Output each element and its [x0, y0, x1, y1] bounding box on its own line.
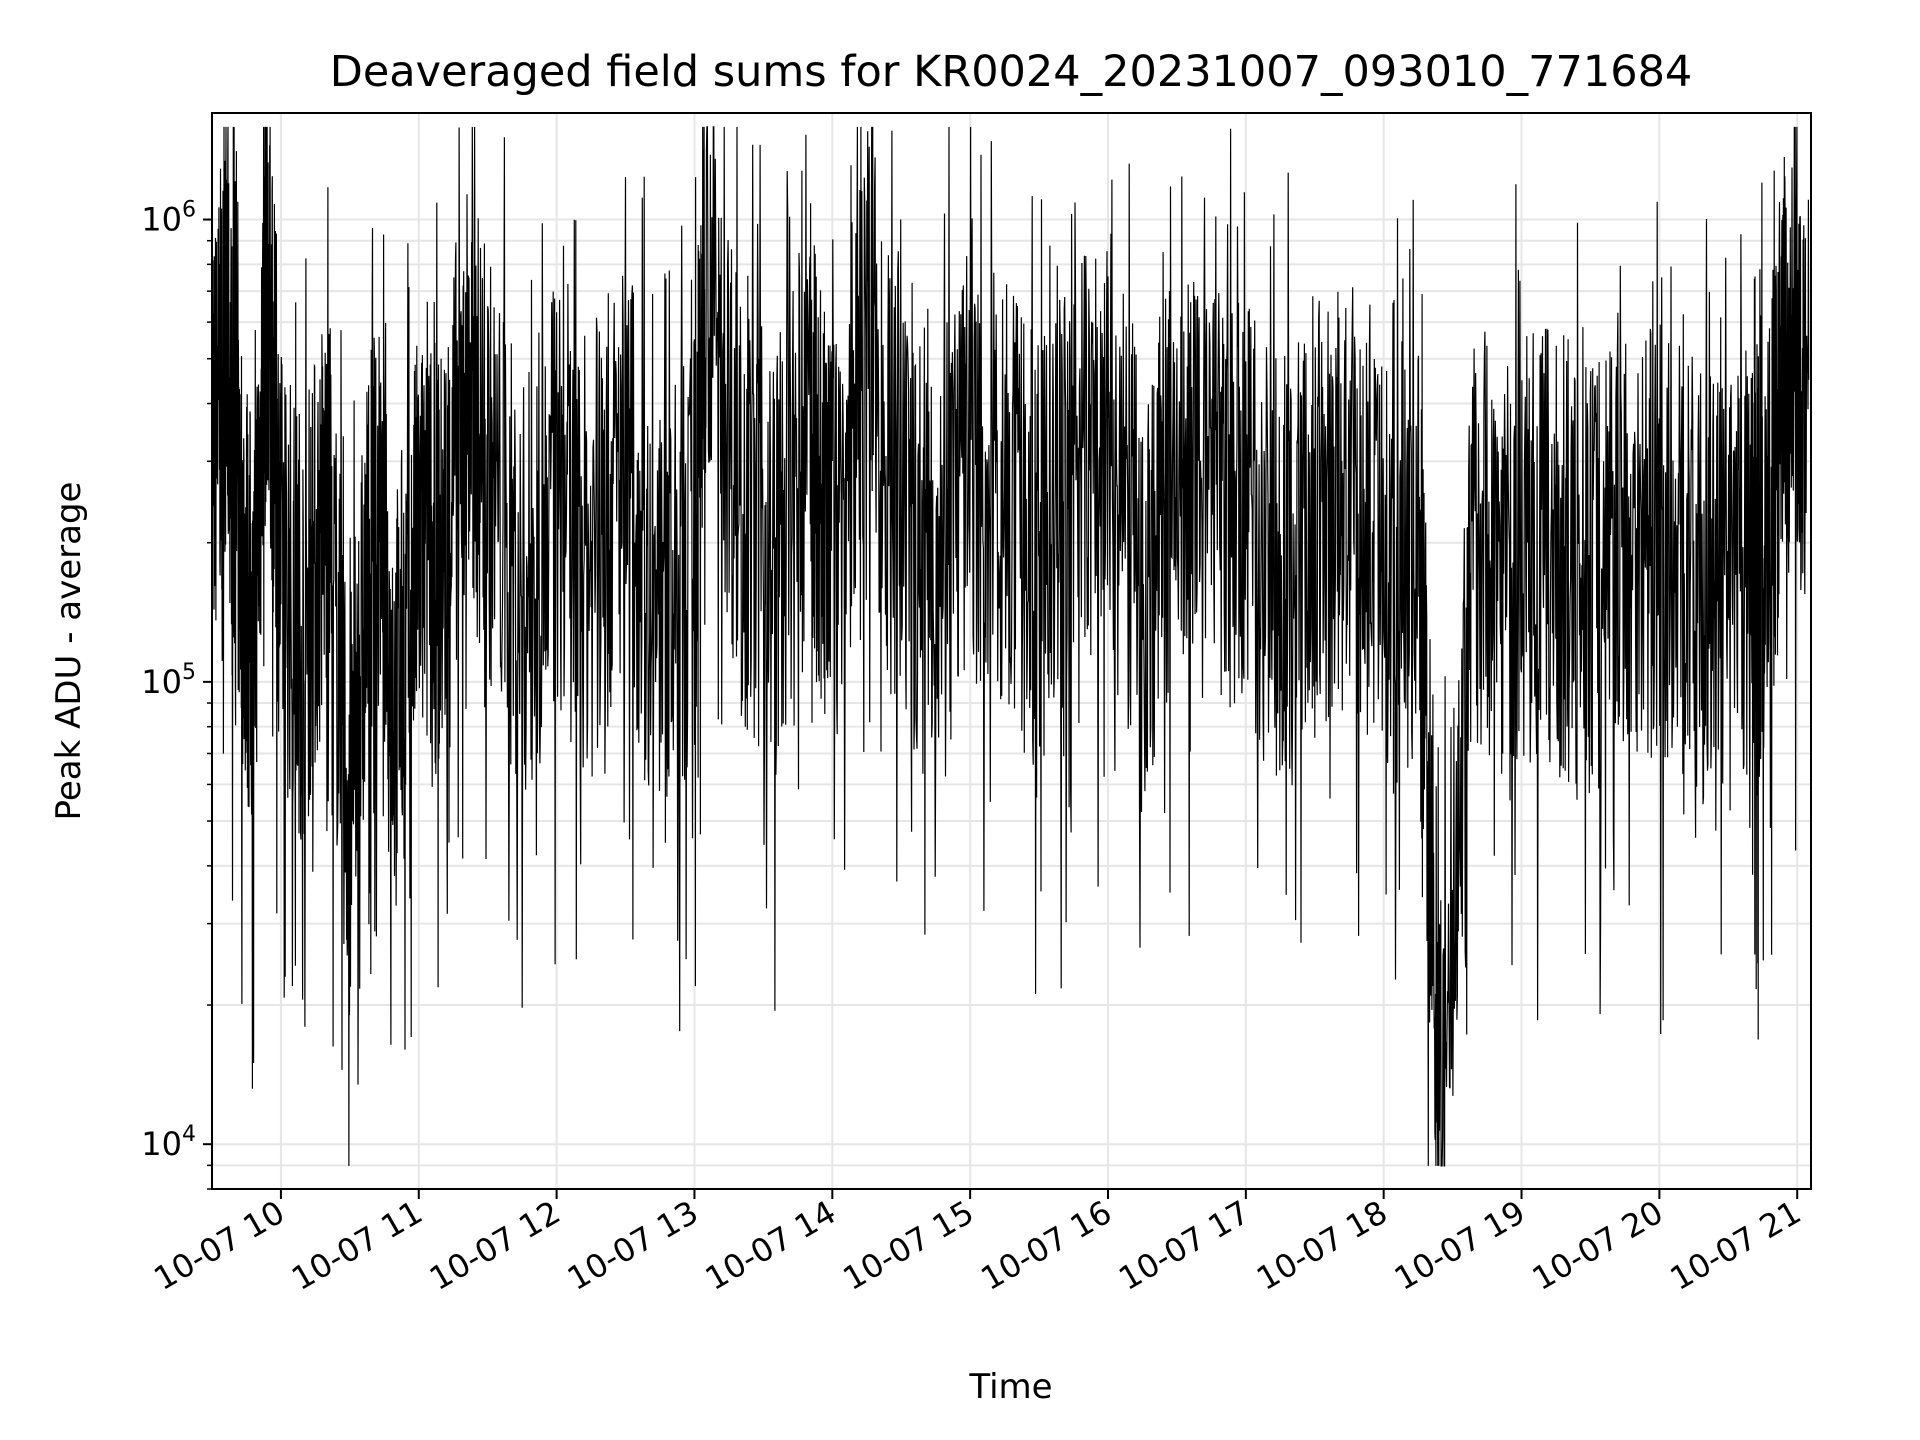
y-tick-label: 106	[141, 198, 196, 239]
series-line-layer	[211, 126, 1810, 1167]
plot-frame	[211, 112, 1812, 1190]
tick-marks	[203, 218, 1799, 1199]
y-axis-label: Peak ADU - average	[49, 482, 89, 821]
grid	[212, 113, 1811, 1190]
y-tick-label: 104	[141, 1122, 196, 1163]
series-line-0	[211, 126, 1810, 1167]
x-axis-label: Time	[968, 1367, 1052, 1407]
y-tick-label: 105	[141, 660, 196, 701]
chart-title: Deaveraged field sums for KR0024_2023100…	[330, 47, 1693, 97]
